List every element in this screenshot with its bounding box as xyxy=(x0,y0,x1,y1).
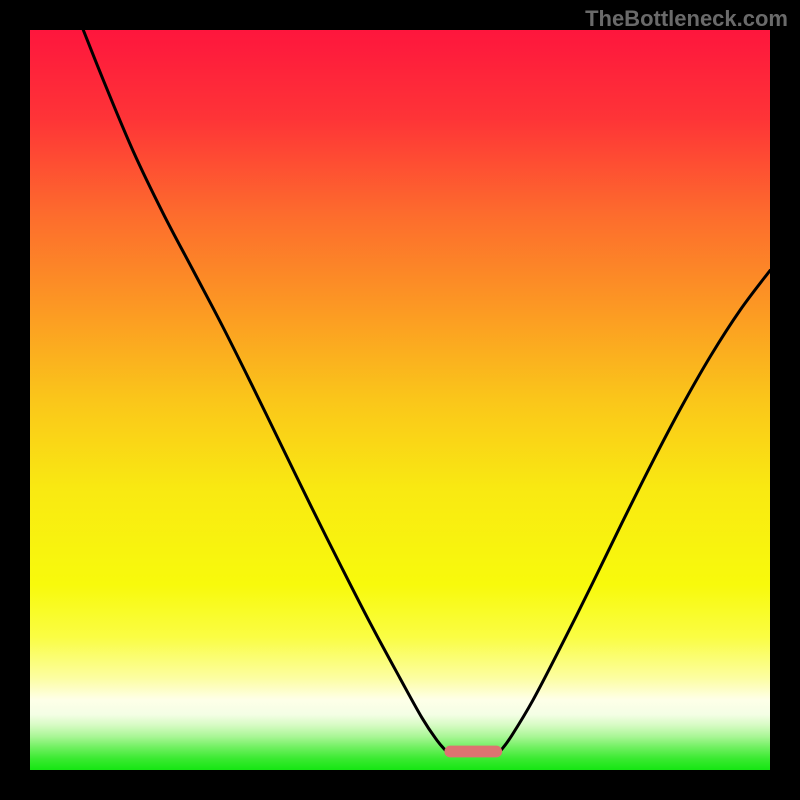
border-bottom xyxy=(0,770,800,800)
gradient-background xyxy=(30,30,770,770)
bottleneck-marker xyxy=(444,746,502,758)
plot-area xyxy=(30,30,770,770)
border-left xyxy=(0,0,30,800)
border-right xyxy=(770,0,800,800)
plot-svg xyxy=(30,30,770,770)
chart-container: TheBottleneck.com xyxy=(0,0,800,800)
watermark-text: TheBottleneck.com xyxy=(585,6,788,32)
